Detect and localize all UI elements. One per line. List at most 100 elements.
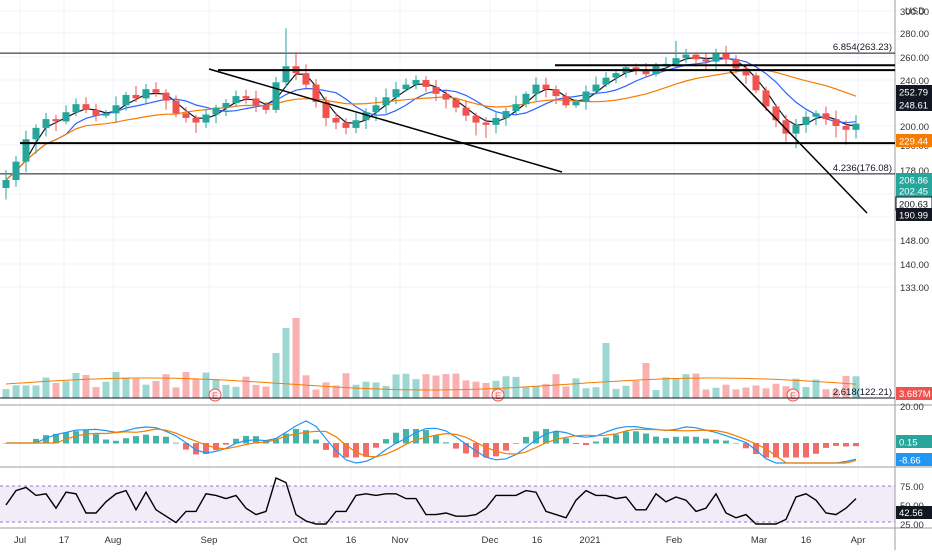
candle-body <box>822 113 830 120</box>
macd-histogram-bar <box>643 433 649 444</box>
candle-body <box>452 99 460 108</box>
macd-histogram-bar <box>413 429 419 444</box>
candle-body <box>792 124 800 134</box>
time-tick-label: 16 <box>346 535 357 546</box>
candle-body <box>362 112 370 121</box>
macd-histogram-bar <box>803 443 809 458</box>
macd-histogram-bar <box>633 431 639 444</box>
candle-body <box>802 116 810 125</box>
volume-bar <box>262 386 270 398</box>
candle-body <box>722 53 730 60</box>
volume-bar <box>632 380 640 398</box>
macd-histogram-bar <box>43 435 49 444</box>
time-tick-label: Aug <box>105 535 122 546</box>
macd-histogram-bar <box>653 436 659 444</box>
macd-histogram-bar <box>813 443 819 454</box>
volume-bar <box>452 373 460 398</box>
volume-bar <box>312 389 320 398</box>
time-tick-label: Jul <box>14 535 26 546</box>
candle-body <box>812 113 820 117</box>
volume-bar <box>342 373 350 398</box>
candle-body <box>272 82 280 110</box>
candle-body <box>372 105 380 113</box>
volume-bar <box>722 384 730 398</box>
time-tick-label: 17 <box>59 535 70 546</box>
candle-body <box>672 58 680 64</box>
volume-bar <box>442 374 450 398</box>
volume-bar <box>132 378 140 398</box>
volume-bar <box>672 378 680 398</box>
volume-bar <box>2 389 10 398</box>
candle-body <box>302 73 310 85</box>
rsi-tag-label: 42.56 <box>899 508 923 519</box>
macd-histogram-bar <box>233 438 239 444</box>
macd-histogram-bar <box>623 431 629 444</box>
volume-bar <box>72 372 80 398</box>
volume-bar <box>212 379 220 398</box>
candle-body <box>742 68 750 76</box>
volume-bar <box>82 374 90 398</box>
candle-body <box>112 105 120 114</box>
volume-bar <box>362 381 370 398</box>
candle-body <box>442 93 450 100</box>
volume-bar <box>32 385 40 398</box>
macd-histogram-bar <box>773 443 779 458</box>
volume-bar <box>432 375 440 398</box>
fib-levels: 6.854(263.23) 4.236(176.08) 2.618(122.21) <box>0 42 895 399</box>
volume-bar <box>192 378 200 398</box>
candle-body <box>122 94 130 106</box>
macd-histogram-bar <box>473 443 479 458</box>
macd-histogram-bar <box>353 443 359 458</box>
candle-body <box>162 92 170 101</box>
volume-bar <box>372 382 380 398</box>
macd-histogram-bar <box>313 439 319 444</box>
price-tag-label: 202.45 <box>899 187 928 198</box>
volume-bar <box>232 386 240 398</box>
volume-bar <box>662 377 670 398</box>
volume-bar <box>272 353 280 398</box>
candle-body <box>12 161 20 180</box>
macd-histogram-bar <box>603 437 609 444</box>
price-tick-label: 140.00 <box>900 260 929 271</box>
macd-histogram-bar <box>443 442 449 444</box>
volume-bar <box>122 377 130 398</box>
macd-pane <box>3 420 859 464</box>
macd-histogram-bar <box>433 435 439 444</box>
macd-histogram-bar <box>733 442 739 444</box>
macd-histogram-bar <box>133 436 139 444</box>
macd-histogram-bar <box>213 443 219 451</box>
volume-bar <box>702 389 710 398</box>
macd-histogram-bar <box>763 443 769 458</box>
candle-body <box>702 59 710 62</box>
volume-bar <box>242 376 250 398</box>
candle-body <box>72 104 80 113</box>
macd-histogram-bar <box>243 435 249 444</box>
volume-bar <box>102 381 110 398</box>
volume-bar <box>22 385 30 398</box>
price-tag-box <box>896 173 932 186</box>
macd-histogram-bar <box>183 443 189 450</box>
volume-bar <box>392 374 400 398</box>
candle-body <box>32 127 40 140</box>
candle-body <box>472 115 480 123</box>
trend-line <box>208 68 563 173</box>
candle-body <box>552 89 560 97</box>
volume-bar <box>112 372 120 398</box>
macd-histogram-bar <box>833 443 839 446</box>
candle-body <box>342 122 350 128</box>
candle-body <box>102 113 110 116</box>
price-tag-box <box>896 134 932 147</box>
volume-bar <box>12 385 20 398</box>
time-tick-label: Mar <box>751 535 767 546</box>
volume-bar <box>162 374 170 398</box>
macd-histogram-bar <box>723 440 729 444</box>
candle-body <box>152 89 160 93</box>
macd-histogram-bar <box>363 443 369 457</box>
macd-histogram-bar <box>323 443 329 450</box>
macd-histogram-bar <box>283 433 289 444</box>
candle-body <box>512 104 520 112</box>
candle-body <box>312 84 320 102</box>
macd-histogram-bar <box>483 443 489 458</box>
rsi-tick-label: 75.00 <box>900 482 924 493</box>
level-label: 6.854(263.23) <box>833 42 892 53</box>
